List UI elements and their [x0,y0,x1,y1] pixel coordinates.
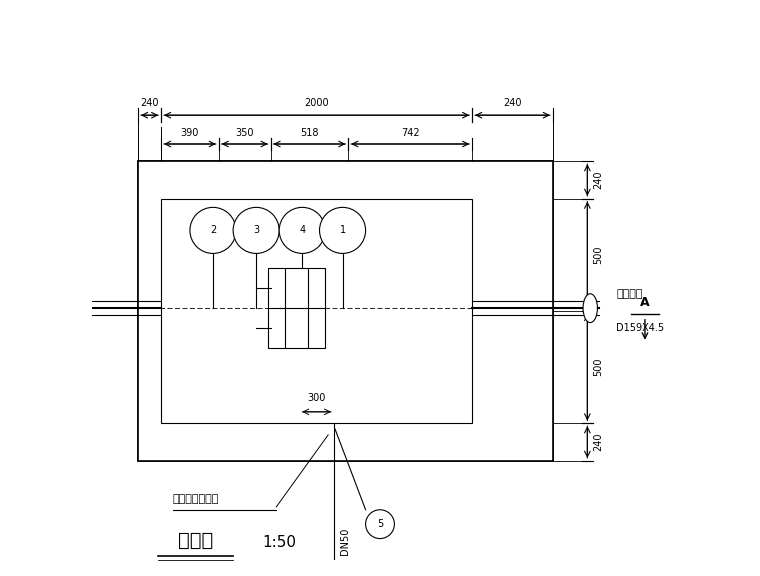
Circle shape [279,207,325,253]
Text: 300: 300 [308,393,326,403]
Text: 742: 742 [401,128,420,138]
Text: 3: 3 [253,225,259,236]
Text: 至配水井: 至配水井 [616,289,643,299]
Text: A: A [640,296,650,309]
Bar [161,199,472,423]
Bar [138,161,553,461]
Text: 240: 240 [503,98,521,108]
Text: 240: 240 [593,170,603,190]
Text: 500: 500 [593,358,603,377]
Text: 1:50: 1:50 [262,535,296,550]
Text: 4: 4 [299,225,306,236]
Circle shape [366,510,394,539]
Circle shape [190,207,236,253]
Bar [268,268,325,348]
Circle shape [319,207,366,253]
Circle shape [233,207,279,253]
Ellipse shape [75,295,86,321]
Text: 就近排入检查井: 就近排入检查井 [173,494,219,504]
Text: 350: 350 [236,128,254,138]
Text: 1: 1 [340,225,346,236]
Text: 240: 240 [593,433,603,452]
Bar [138,161,553,461]
Text: 518: 518 [300,128,318,138]
Text: DN50: DN50 [340,528,350,555]
Text: 390: 390 [181,128,199,138]
Text: 500: 500 [593,245,603,264]
Text: 2: 2 [210,225,216,236]
Text: 5: 5 [377,519,383,529]
Text: 2000: 2000 [304,98,329,108]
Text: 平面图: 平面图 [178,531,214,550]
Ellipse shape [583,294,597,323]
Text: 240: 240 [141,98,159,108]
Text: D159X4.5: D159X4.5 [616,323,664,334]
Ellipse shape [61,295,71,321]
